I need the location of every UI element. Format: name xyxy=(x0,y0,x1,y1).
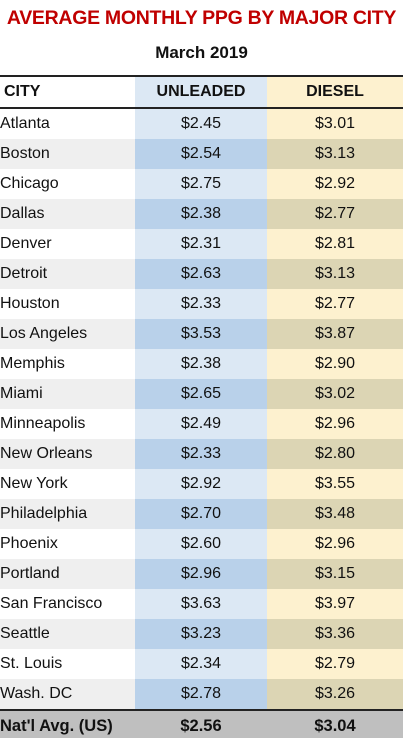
table-row: Wash. DC $2.78 $3.26 xyxy=(0,679,403,710)
unleaded-price-cell: $2.92 xyxy=(135,469,267,499)
diesel-price-cell: $2.92 xyxy=(267,169,403,199)
city-cell: Phoenix xyxy=(0,529,135,559)
header-top-rule xyxy=(0,75,403,77)
table-row: Atlanta $2.45 $3.01 xyxy=(0,108,403,139)
unleaded-price-cell: $2.96 xyxy=(135,559,267,589)
unleaded-price-cell: $2.33 xyxy=(135,289,267,319)
table-row: Los Angeles $3.53 $3.87 xyxy=(0,319,403,349)
city-cell: Miami xyxy=(0,379,135,409)
unleaded-price-cell: $2.33 xyxy=(135,439,267,469)
unleaded-price-cell: $2.78 xyxy=(135,679,267,710)
unleaded-price-cell: $2.60 xyxy=(135,529,267,559)
unleaded-price-cell: $2.38 xyxy=(135,349,267,379)
unleaded-price-cell: $2.70 xyxy=(135,499,267,529)
column-header-unleaded: UNLEADED xyxy=(135,77,267,109)
unleaded-price-cell: $2.34 xyxy=(135,649,267,679)
city-cell: Portland xyxy=(0,559,135,589)
diesel-price-cell: $2.77 xyxy=(267,199,403,229)
city-cell: Chicago xyxy=(0,169,135,199)
table-row: Minneapolis $2.49 $2.96 xyxy=(0,409,403,439)
table-row: Boston $2.54 $3.13 xyxy=(0,139,403,169)
city-cell: Memphis xyxy=(0,349,135,379)
city-cell: Boston xyxy=(0,139,135,169)
column-header-diesel: DIESEL xyxy=(267,77,403,109)
city-cell: St. Louis xyxy=(0,649,135,679)
chart-title: AVERAGE MONTHLY PPG BY MAJOR CITY xyxy=(6,7,397,29)
diesel-price-cell: $3.48 xyxy=(267,499,403,529)
diesel-price-cell: $2.77 xyxy=(267,289,403,319)
diesel-price-cell: $2.81 xyxy=(267,229,403,259)
diesel-price-cell: $3.36 xyxy=(267,619,403,649)
table-row: St. Louis $2.34 $2.79 xyxy=(0,649,403,679)
diesel-price-cell: $2.79 xyxy=(267,649,403,679)
table-row: Miami $2.65 $3.02 xyxy=(0,379,403,409)
price-table: CITY UNLEADED DIESEL Atlanta $2.45 $3.01 Bo… xyxy=(0,77,403,738)
diesel-price-cell: $3.02 xyxy=(267,379,403,409)
national-average-diesel: $3.04 xyxy=(267,709,403,738)
diesel-price-cell: $3.13 xyxy=(267,139,403,169)
city-cell: Atlanta xyxy=(0,108,135,139)
city-cell: Houston xyxy=(0,289,135,319)
national-average-row: Nat'l Avg. (US) $2.56 $3.04 xyxy=(0,709,403,738)
city-cell: Minneapolis xyxy=(0,409,135,439)
diesel-price-cell: $2.96 xyxy=(267,409,403,439)
unleaded-price-cell: $2.75 xyxy=(135,169,267,199)
city-cell: Wash. DC xyxy=(0,679,135,710)
chart-subtitle: March 2019 xyxy=(155,43,248,62)
table-row: Memphis $2.38 $2.90 xyxy=(0,349,403,379)
table-row: Detroit $2.63 $3.13 xyxy=(0,259,403,289)
city-cell: Los Angeles xyxy=(0,319,135,349)
diesel-price-cell: $3.13 xyxy=(267,259,403,289)
city-cell: New York xyxy=(0,469,135,499)
table-row: New Orleans $2.33 $2.80 xyxy=(0,439,403,469)
unleaded-price-cell: $2.31 xyxy=(135,229,267,259)
unleaded-price-cell: $2.54 xyxy=(135,139,267,169)
city-cell: Denver xyxy=(0,229,135,259)
city-cell: New Orleans xyxy=(0,439,135,469)
table-row: Portland $2.96 $3.15 xyxy=(0,559,403,589)
city-cell: Dallas xyxy=(0,199,135,229)
table-row: Philadelphia $2.70 $3.48 xyxy=(0,499,403,529)
table-row: Phoenix $2.60 $2.96 xyxy=(0,529,403,559)
table-row: Chicago $2.75 $2.92 xyxy=(0,169,403,199)
table-row: San Francisco $3.63 $3.97 xyxy=(0,589,403,619)
table-row: New York $2.92 $3.55 xyxy=(0,469,403,499)
unleaded-price-cell: $2.45 xyxy=(135,108,267,139)
unleaded-price-cell: $2.38 xyxy=(135,199,267,229)
table-row: Seattle $3.23 $3.36 xyxy=(0,619,403,649)
city-cell: San Francisco xyxy=(0,589,135,619)
diesel-price-cell: $3.55 xyxy=(267,469,403,499)
table-row: Denver $2.31 $2.81 xyxy=(0,229,403,259)
diesel-price-cell: $3.87 xyxy=(267,319,403,349)
unleaded-price-cell: $2.63 xyxy=(135,259,267,289)
national-average-label: Nat'l Avg. (US) xyxy=(0,709,135,738)
diesel-price-cell: $3.97 xyxy=(267,589,403,619)
unleaded-price-cell: $3.23 xyxy=(135,619,267,649)
table-header-row: CITY UNLEADED DIESEL xyxy=(0,77,403,109)
table-row: Dallas $2.38 $2.77 xyxy=(0,199,403,229)
table-row: Houston $2.33 $2.77 xyxy=(0,289,403,319)
unleaded-price-cell: $3.53 xyxy=(135,319,267,349)
city-cell: Seattle xyxy=(0,619,135,649)
unleaded-price-cell: $3.63 xyxy=(135,589,267,619)
diesel-price-cell: $3.26 xyxy=(267,679,403,710)
diesel-price-cell: $3.01 xyxy=(267,108,403,139)
diesel-price-cell: $3.15 xyxy=(267,559,403,589)
unleaded-price-cell: $2.49 xyxy=(135,409,267,439)
table-body: Atlanta $2.45 $3.01 Boston $2.54 $3.13 Chicago… xyxy=(0,108,403,738)
diesel-price-cell: $2.80 xyxy=(267,439,403,469)
city-cell: Detroit xyxy=(0,259,135,289)
city-cell: Philadelphia xyxy=(0,499,135,529)
national-average-unleaded: $2.56 xyxy=(135,709,267,738)
column-header-city: CITY xyxy=(0,77,135,109)
unleaded-price-cell: $2.65 xyxy=(135,379,267,409)
diesel-price-cell: $2.90 xyxy=(267,349,403,379)
diesel-price-cell: $2.96 xyxy=(267,529,403,559)
